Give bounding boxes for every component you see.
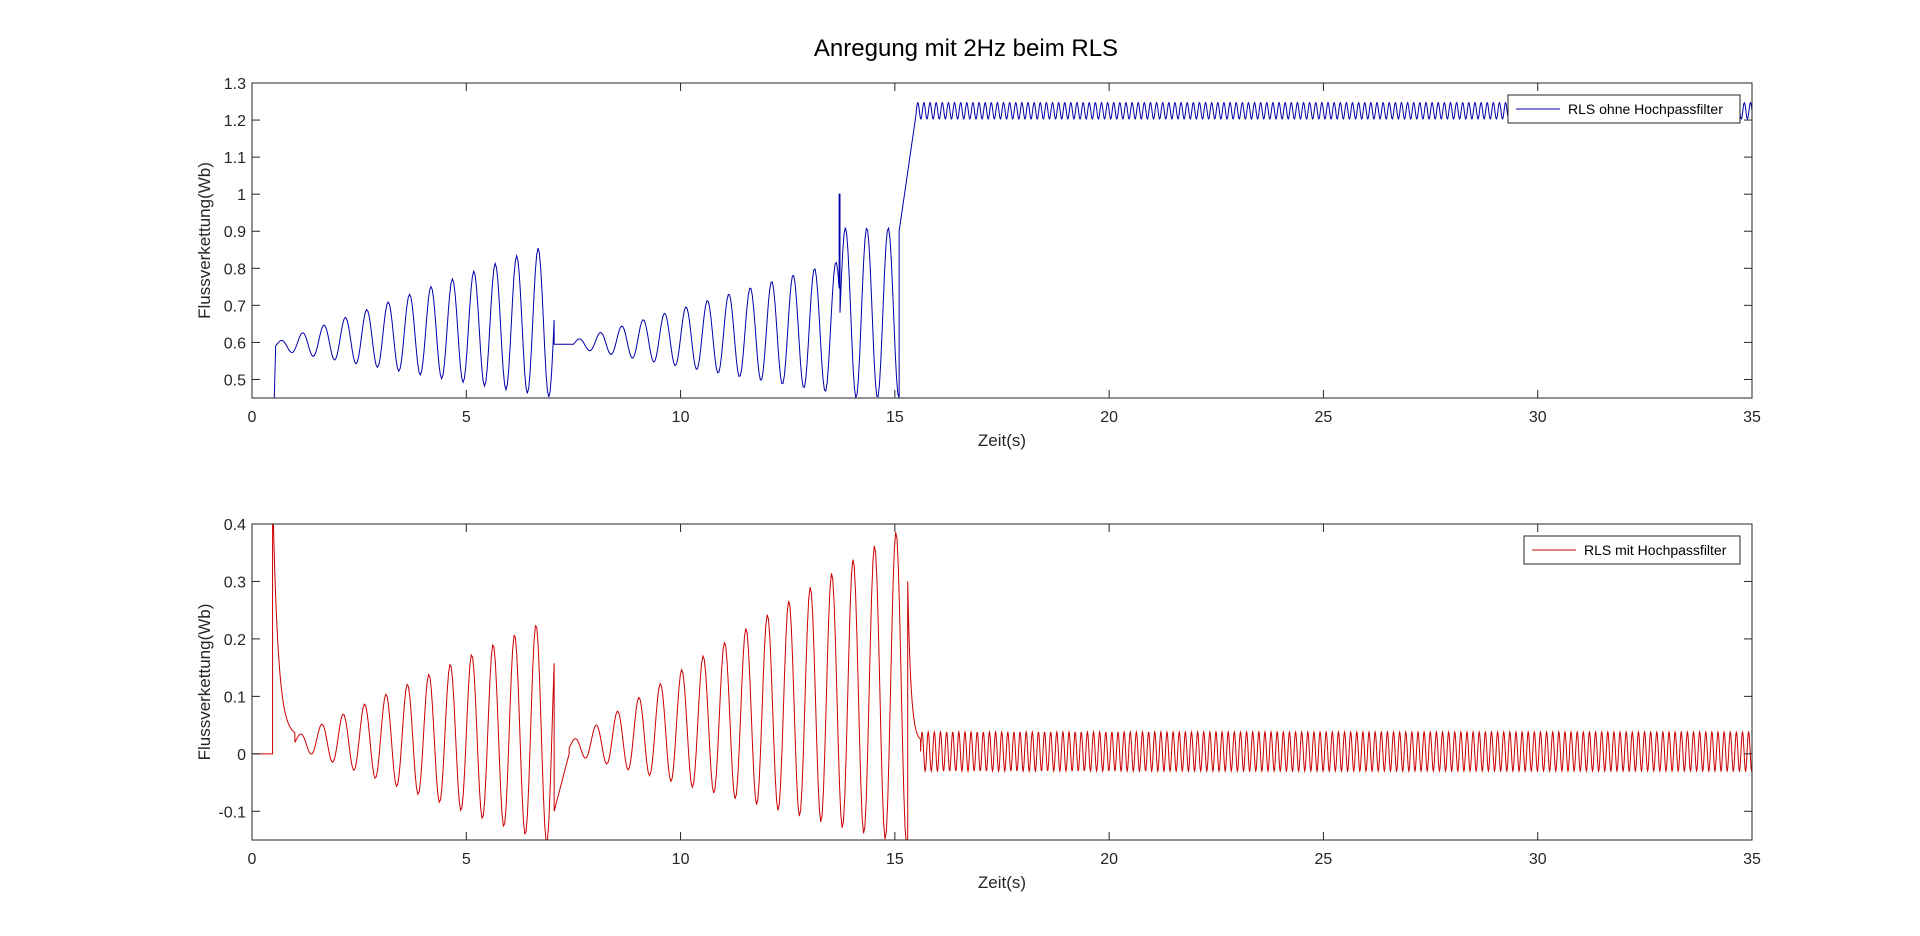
legend-entry: RLS mit Hochpassfilter xyxy=(1584,542,1727,558)
y-tick-label: 0.3 xyxy=(224,574,246,591)
series-line-mit-hochpassfilter xyxy=(252,524,1752,840)
y-tick-label: 0.2 xyxy=(224,632,246,649)
y-axis-label: Flussverkettung(Wb) xyxy=(195,162,214,319)
x-tick-label: 15 xyxy=(886,851,904,868)
x-tick-label: 20 xyxy=(1100,851,1118,868)
x-tick-label: 25 xyxy=(1315,409,1333,426)
y-tick-label: 0.4 xyxy=(224,517,246,534)
legend: RLS mit Hochpassfilter xyxy=(1523,535,1741,565)
subplot-bottom: 0 5 10 15 20 25 30 35 -0.1 0 0.1 0.2 0.3 0.4 Zeit(s) Fl… xyxy=(195,517,1761,892)
y-tick-label: 0.8 xyxy=(224,261,246,278)
axes-box xyxy=(251,523,1753,841)
figure-title: Anregung mit 2Hz beim RLS xyxy=(814,35,1118,62)
x-axis-label: Zeit(s) xyxy=(978,431,1026,450)
axes-box xyxy=(251,82,1753,399)
x-tick-label: 10 xyxy=(672,409,690,426)
y-tick-label: 0.1 xyxy=(224,689,246,706)
plot-area xyxy=(252,83,1752,398)
y-tick-label: 0.7 xyxy=(224,298,246,315)
x-tick-label: 30 xyxy=(1529,851,1547,868)
y-tick-label: 1.3 xyxy=(224,76,246,93)
plot-area xyxy=(252,524,1752,840)
y-tick-label: 0.6 xyxy=(224,335,246,352)
x-tick-label: 25 xyxy=(1315,851,1333,868)
x-tick-label: 5 xyxy=(462,409,471,426)
x-tick-label: 15 xyxy=(886,409,904,426)
x-tick-label: 0 xyxy=(248,409,257,426)
x-tick-label: 20 xyxy=(1100,409,1118,426)
x-tick-label: 35 xyxy=(1743,851,1761,868)
y-tick-label: 0.5 xyxy=(224,372,246,389)
x-tick-label: 5 xyxy=(462,851,471,868)
y-tick-label: 1 xyxy=(237,187,246,204)
legend-entry: RLS ohne Hochpassfilter xyxy=(1568,101,1723,117)
y-tick-label: -0.1 xyxy=(218,804,246,821)
y-tick-label: 1.1 xyxy=(224,150,246,167)
x-axis-label: Zeit(s) xyxy=(978,873,1026,892)
y-tick-label: 0 xyxy=(237,747,246,764)
y-tick-label: 1.2 xyxy=(224,113,246,130)
subplot-top: 0 5 10 15 20 25 30 35 0.5 0.6 0.7 0.8 0.9 1 1.1 1.2 1.3 Z… xyxy=(195,76,1761,450)
x-tick-label: 30 xyxy=(1529,409,1547,426)
legend: RLS ohne Hochpassfilter xyxy=(1507,94,1741,124)
x-tick-label: 10 xyxy=(672,851,690,868)
x-tick-label: 0 xyxy=(248,851,257,868)
x-tick-label: 35 xyxy=(1743,409,1761,426)
y-tick-label: 0.9 xyxy=(224,224,246,241)
y-axis-label: Flussverkettung(Wb) xyxy=(195,604,214,761)
